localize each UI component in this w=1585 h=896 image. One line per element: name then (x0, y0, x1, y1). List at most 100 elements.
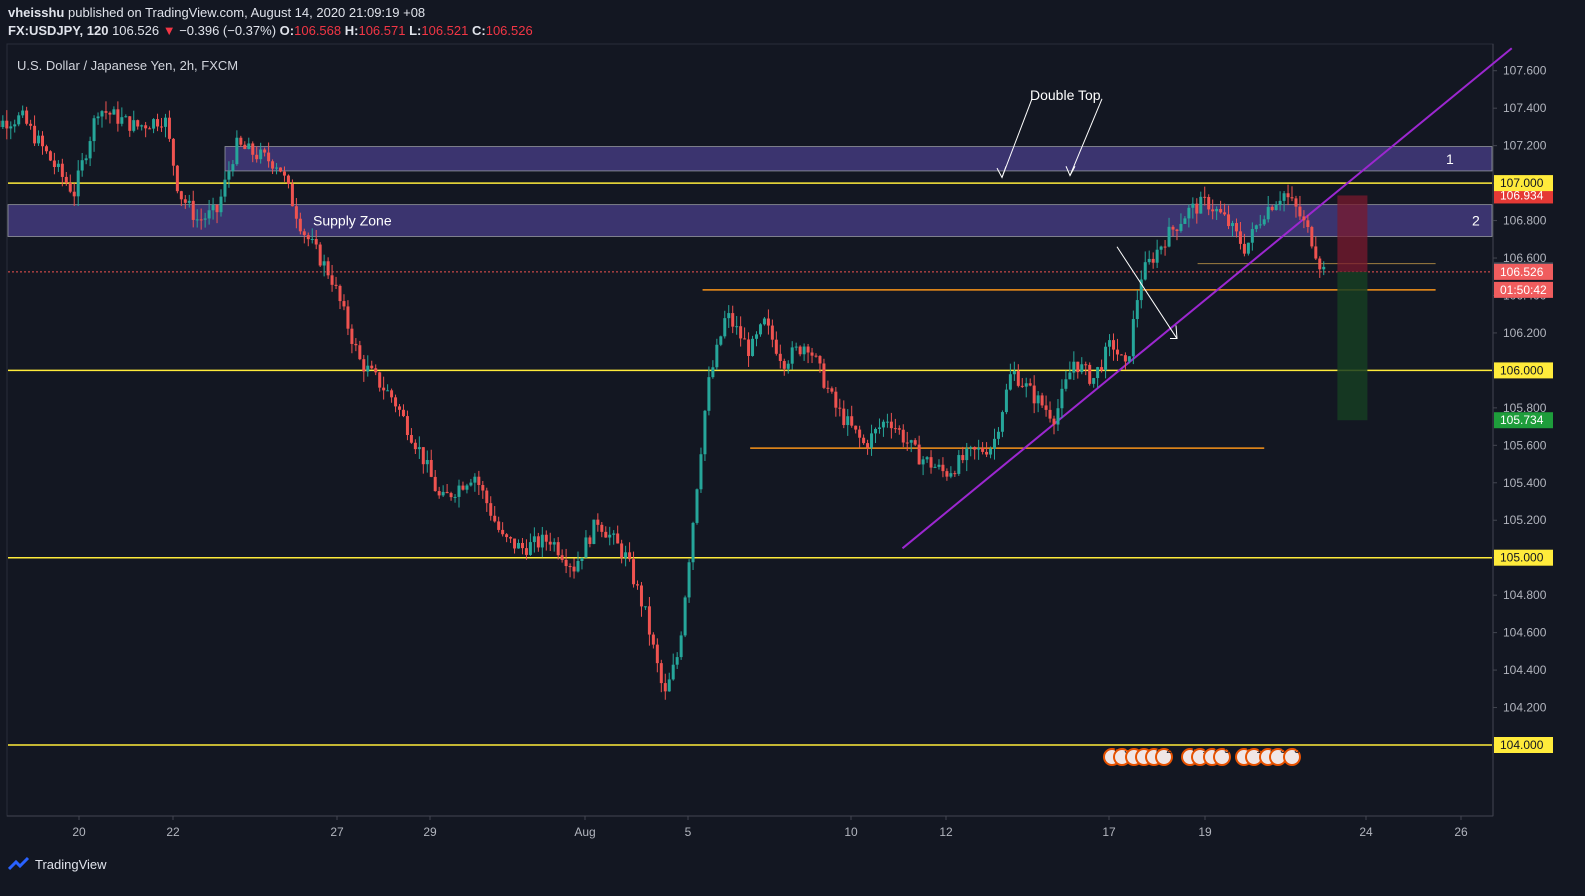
candle-body (953, 473, 957, 475)
candle-body (913, 440, 917, 445)
change-value: −0.396 (−0.37%) (179, 23, 277, 38)
candle-body (755, 334, 759, 339)
event-flag-icon (1213, 748, 1231, 766)
y-tick-label: 105.400 (1503, 476, 1547, 490)
candle-body (790, 347, 794, 364)
candle-body (1266, 206, 1270, 220)
candle-body (794, 346, 798, 348)
candle-body (572, 566, 576, 572)
candle-body (279, 167, 283, 172)
candle-body (52, 160, 56, 168)
candle-body (219, 196, 223, 213)
candle-body (251, 143, 255, 155)
candle-body (679, 635, 683, 658)
candle-body (1064, 379, 1068, 389)
candle-body (647, 606, 651, 635)
candle-body (48, 151, 52, 161)
price-chart[interactable]: U.S. Dollar / Japanese Yen, 2h, FXCM12Su… (0, 42, 1585, 848)
candle-body (540, 534, 544, 548)
candle-body (294, 206, 298, 219)
target-zone (1337, 271, 1368, 421)
candle-body (179, 191, 183, 200)
candle-body (655, 644, 659, 664)
candle-body (1139, 279, 1143, 301)
candle-body (636, 584, 640, 586)
event-flag-icon (1155, 748, 1173, 766)
x-tick-label: 12 (939, 825, 953, 839)
candle-body (394, 397, 398, 407)
candle-body (612, 533, 616, 535)
x-tick-label: Aug (574, 825, 595, 839)
candle-body (604, 531, 608, 538)
candle-body (671, 664, 675, 680)
publish-text: published on TradingView.com, August 14,… (67, 5, 426, 20)
candle-body (1016, 371, 1020, 386)
candle-body (778, 353, 782, 361)
candle-body (822, 363, 826, 388)
candle-body (659, 663, 663, 684)
candle-body (981, 447, 985, 452)
candle-body (762, 318, 766, 325)
candle-body (1227, 214, 1231, 227)
candle-body (1024, 383, 1028, 387)
candle-body (437, 491, 441, 496)
candle-body (1238, 231, 1242, 244)
candle-body (977, 447, 981, 450)
candle-body (1080, 364, 1084, 373)
candle-body (56, 163, 60, 168)
candle-body (243, 144, 247, 149)
candle-body (338, 285, 342, 302)
candle-body (1183, 218, 1187, 224)
candle-body (1322, 266, 1326, 270)
candle-body (366, 365, 370, 372)
candle-body (560, 555, 564, 560)
candle-body (286, 175, 290, 184)
y-tick-label: 106.800 (1503, 214, 1547, 228)
candle-body (893, 428, 897, 430)
candle-body (1179, 223, 1183, 231)
candle-body (707, 377, 711, 411)
candle-body (41, 135, 45, 147)
candle-body (592, 519, 596, 544)
candle-body (739, 326, 743, 339)
candle-body (826, 387, 830, 389)
candle-body (326, 261, 330, 276)
candle-body (1234, 223, 1238, 232)
candle-body (215, 204, 219, 213)
candle-body (417, 447, 421, 450)
candle-body (695, 489, 699, 523)
candle-body (409, 435, 413, 443)
candle-body (346, 306, 350, 329)
candle-body (469, 482, 473, 486)
candle-body (362, 359, 366, 372)
candle-body (1000, 412, 1004, 432)
candle-body (532, 536, 536, 543)
candle-body (699, 454, 703, 490)
candle-body (374, 368, 378, 373)
candle-body (846, 416, 850, 426)
candle-body (80, 160, 84, 171)
supply-zone-label: Supply Zone (313, 213, 392, 229)
candle-body (1191, 203, 1195, 208)
candle-body (889, 421, 893, 429)
author-name[interactable]: vheisshu (8, 5, 65, 20)
candle-body (485, 490, 489, 504)
candle-body (449, 493, 453, 498)
event-count: 3 (1294, 745, 1300, 756)
candle-body (1123, 355, 1127, 362)
candle-body (195, 219, 199, 221)
candle-body (37, 135, 41, 144)
footer-brand: TradingView (8, 856, 107, 872)
x-tick-label: 17 (1102, 825, 1116, 839)
candle-body (921, 459, 925, 465)
stop-zone (1337, 195, 1368, 272)
candle-body (298, 218, 302, 232)
candle-body (727, 313, 731, 319)
candle-body (235, 137, 239, 165)
candle-body (453, 496, 457, 498)
candle-body (584, 537, 588, 558)
candle-body (1286, 193, 1290, 198)
event-count: 3 (1124, 745, 1130, 756)
candle-body (703, 410, 707, 455)
candle-body (687, 562, 691, 598)
